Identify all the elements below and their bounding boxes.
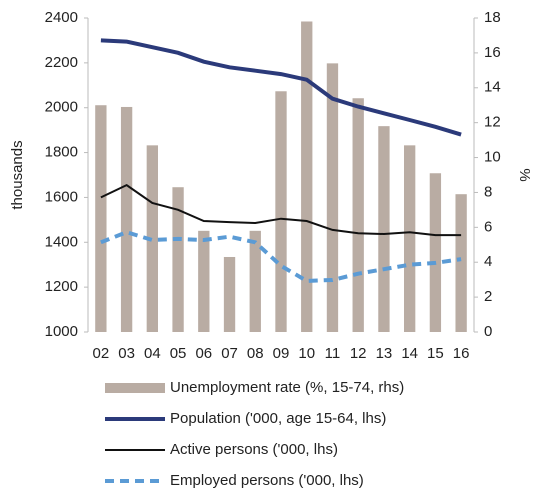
x-tick-label: 03 bbox=[118, 345, 135, 362]
x-tick-label: 11 bbox=[325, 345, 341, 362]
x-tick-label: 10 bbox=[298, 345, 315, 362]
y-tick-label: 1800 bbox=[45, 144, 78, 161]
y-tick-label: 2200 bbox=[45, 54, 78, 71]
bar bbox=[223, 256, 236, 332]
bar bbox=[249, 230, 261, 332]
bar bbox=[172, 187, 184, 332]
y2-tick-label: 6 bbox=[484, 218, 492, 235]
y2-tick-label: 10 bbox=[484, 149, 501, 166]
y2-tick-label: 0 bbox=[484, 323, 492, 340]
x-tick-label: 06 bbox=[195, 345, 212, 362]
legend-swatch bbox=[105, 383, 165, 393]
legend-label: Population ('000, age 15-64, lhs) bbox=[170, 410, 386, 427]
bar bbox=[326, 63, 339, 332]
x-tick-label: 05 bbox=[170, 345, 187, 362]
y-axis-label: thousands bbox=[9, 140, 26, 209]
bar bbox=[378, 126, 390, 333]
x-tick-label: 16 bbox=[453, 345, 470, 362]
x-tick-label: 09 bbox=[273, 345, 290, 362]
x-tick-label: 15 bbox=[427, 345, 444, 362]
legend-label: Unemployment rate (%, 15-74, rhs) bbox=[170, 379, 404, 396]
y-tick-label: 1600 bbox=[45, 188, 78, 205]
bar bbox=[95, 105, 107, 332]
y-tick-label: 1200 bbox=[45, 278, 78, 295]
x-tick-label: 13 bbox=[376, 345, 393, 362]
x-tick-label: 07 bbox=[221, 345, 238, 362]
y-tick-label: 1400 bbox=[45, 233, 78, 250]
line bbox=[100, 183, 462, 237]
y-tick-label: 1000 bbox=[45, 323, 78, 340]
y2-tick-label: 8 bbox=[484, 183, 492, 200]
legend-label: Active persons ('000, lhs) bbox=[170, 441, 338, 458]
bar bbox=[455, 194, 467, 332]
y2-tick-label: 12 bbox=[484, 114, 501, 131]
bar bbox=[198, 230, 210, 332]
bar bbox=[429, 173, 442, 332]
bar bbox=[275, 91, 287, 333]
y2-tick-label: 2 bbox=[484, 288, 492, 305]
x-tick-label: 12 bbox=[350, 345, 367, 362]
y-tick-label: 2400 bbox=[45, 9, 78, 26]
x-tick-label: 04 bbox=[144, 345, 161, 362]
y2-axis-label: % bbox=[516, 168, 533, 181]
y2-tick-label: 18 bbox=[484, 9, 501, 26]
y2-tick-label: 4 bbox=[484, 253, 492, 270]
y2-tick-label: 14 bbox=[484, 79, 501, 96]
legend-label: Employed persons ('000, lhs) bbox=[170, 472, 364, 489]
bar bbox=[352, 98, 364, 332]
bar bbox=[120, 106, 133, 332]
line bbox=[100, 38, 462, 137]
bar bbox=[404, 145, 416, 332]
x-tick-label: 02 bbox=[93, 345, 110, 362]
bar bbox=[301, 21, 313, 332]
bar bbox=[146, 145, 158, 332]
x-tick-label: 14 bbox=[401, 345, 418, 362]
y2-tick-label: 16 bbox=[484, 44, 501, 61]
line bbox=[100, 230, 462, 283]
x-tick-label: 08 bbox=[247, 345, 264, 362]
y-tick-label: 2000 bbox=[45, 99, 78, 116]
